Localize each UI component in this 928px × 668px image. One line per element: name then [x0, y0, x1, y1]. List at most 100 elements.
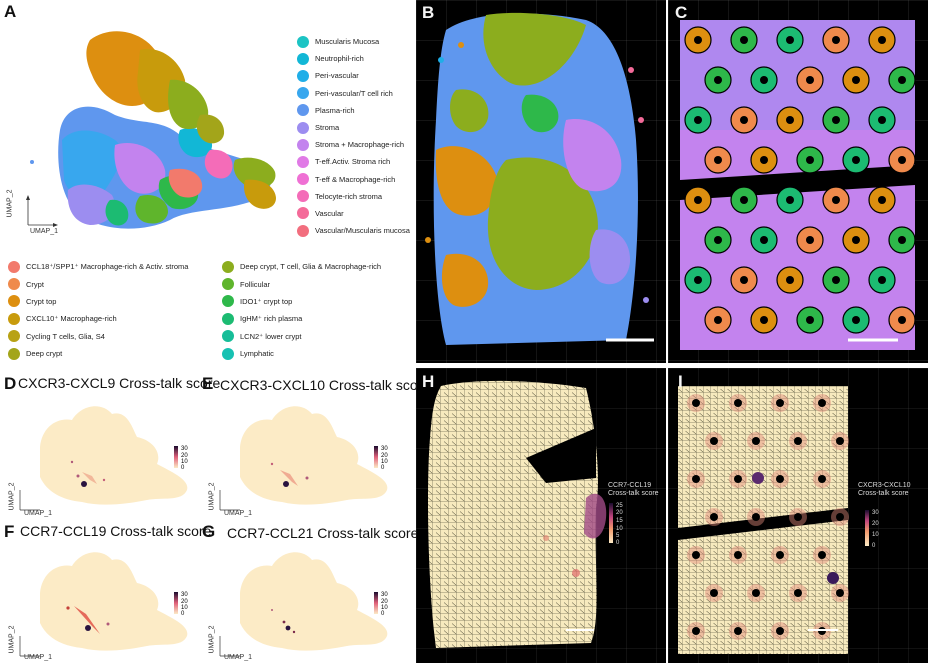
legend-swatch: [297, 35, 309, 48]
crypt-lumen: [734, 551, 742, 559]
f-tick-0: 30: [181, 592, 188, 598]
crypt-lumen: [878, 116, 886, 124]
crypt-lumen: [692, 399, 700, 407]
legend-swatch: [297, 138, 309, 151]
panel-e-title: CXCR3-CXCL10 Cross-talk score: [220, 377, 431, 393]
d-tick-1: 20: [181, 453, 188, 459]
legend-swatch: [8, 347, 20, 360]
crypt-lumen: [818, 551, 826, 559]
panel-d-xlabel: UMAP_1: [24, 510, 53, 517]
panel-i-label: I: [678, 372, 683, 391]
panel-e-xlabel: UMAP_1: [224, 510, 253, 517]
crypt-lumen: [734, 627, 742, 635]
panel-b-label: B: [422, 3, 435, 22]
crypt-lumen: [836, 589, 844, 597]
panel-f-label: F: [4, 522, 15, 541]
crypt-lumen: [752, 437, 760, 445]
crypt-lumen: [714, 316, 722, 324]
crypt-lumen: [740, 196, 748, 204]
crypt-lumen: [794, 513, 802, 521]
panel-e-ylabel: UMAP_2: [208, 482, 216, 511]
panel-c-spatial-map: [668, 0, 928, 363]
panel-a-ylabel: UMAP_2: [6, 189, 14, 218]
crypt-lumen: [760, 76, 768, 84]
legend-item: Crypt top: [8, 293, 188, 310]
legend-item: CXCL10⁺ Macrophage-rich: [8, 310, 188, 327]
legend-swatch: [297, 121, 309, 134]
crypt-lumen: [878, 36, 886, 44]
i-tick-2: 10: [872, 532, 879, 538]
legend-item: T-eff & Macrophage-rich: [297, 171, 410, 188]
legend-item: Vascular: [297, 205, 410, 222]
panel-f-xlabel: UMAP_1: [24, 654, 53, 661]
legend-label: Plasma-rich: [315, 105, 355, 115]
legend-swatch: [8, 278, 20, 291]
crypt-lumen: [852, 76, 860, 84]
g-tick-2: 10: [381, 605, 388, 611]
score-hotspot: [752, 472, 764, 484]
crypt-lumen: [832, 276, 840, 284]
legend-item: Deep crypt, T cell, Glia & Macrophage-ri…: [222, 258, 381, 275]
legend-swatch: [297, 87, 309, 100]
legend-label: IgHM⁺ rich plasma: [240, 314, 303, 324]
crypt-lumen: [760, 316, 768, 324]
crypt-lumen: [692, 627, 700, 635]
crypt-lumen: [836, 513, 844, 521]
legend-label: T-eff.Activ. Stroma rich: [315, 157, 391, 167]
crypt-lumen: [714, 236, 722, 244]
crypt-lumen: [806, 236, 814, 244]
crypt-lumen: [852, 316, 860, 324]
panel-d-title: CXCR3-CXCL9 Cross-talk score: [18, 375, 221, 391]
crypt-lumen: [740, 116, 748, 124]
legend-label: LCN2⁺ lower crypt: [240, 331, 302, 341]
panel-h-cbar-title-1: CCR7-CCL19: [608, 482, 652, 489]
panel-d-umap-score: 30 20 10 0: [19, 406, 188, 511]
legend-label: Vascular/Muscularis mucosa: [315, 226, 410, 236]
crypt-lumen: [786, 36, 794, 44]
panel-f-ylabel: UMAP_2: [8, 625, 16, 654]
crypt-lumen: [806, 156, 814, 164]
legend-label: Neutrophil-rich: [315, 54, 364, 64]
legend-label: Peri-vascular: [315, 71, 359, 81]
legend-item: CCL18⁺/SPP1⁺ Macrophage-rich & Activ. st…: [8, 258, 188, 275]
crypt-lumen: [710, 513, 718, 521]
legend-item: Cycling T cells, Glia, S4: [8, 328, 188, 345]
crypt-lumen: [878, 196, 886, 204]
i-tick-0: 30: [872, 510, 879, 516]
crypt-lumen: [692, 475, 700, 483]
legend-swatch: [222, 347, 234, 360]
crypt-lumen: [776, 475, 784, 483]
crypt-lumen: [740, 36, 748, 44]
crypt-lumen: [852, 236, 860, 244]
crypt-lumen: [694, 116, 702, 124]
legend-item: Stroma + Macrophage-rich: [297, 136, 410, 153]
crypt-lumen: [852, 156, 860, 164]
panel-e-label: E: [202, 374, 214, 393]
legend-label: IDO1⁺ crypt top: [240, 296, 293, 306]
crypt-lumen: [832, 36, 840, 44]
crypt-lumen: [710, 589, 718, 597]
legend-swatch: [222, 312, 234, 325]
legend-swatch: [222, 330, 234, 343]
d-tick-2: 10: [181, 459, 188, 465]
legend-label: Muscularis Mucosa: [315, 37, 380, 47]
legend-item: T-eff.Activ. Stroma rich: [297, 153, 410, 170]
legend-label: Crypt top: [26, 296, 57, 306]
legend-swatch: [8, 312, 20, 325]
crypt-lumen: [692, 551, 700, 559]
crypt-lumen: [832, 116, 840, 124]
panel-i-spatial-score-map: 30 20 10 0: [668, 368, 928, 663]
legend-swatch: [8, 260, 20, 273]
legend-swatch: [297, 69, 309, 82]
legend-swatch: [297, 190, 309, 203]
legend-label: Crypt: [26, 279, 44, 289]
panel-d-label: D: [4, 374, 17, 393]
legend-swatch: [222, 260, 234, 273]
crypt-lumen: [878, 276, 886, 284]
i-tick-1: 20: [872, 521, 879, 527]
crypt-lumen: [818, 475, 826, 483]
crypt-lumen: [806, 316, 814, 324]
crypt-lumen: [760, 156, 768, 164]
panel-g-label: G: [202, 522, 216, 541]
crypt-lumen: [694, 196, 702, 204]
